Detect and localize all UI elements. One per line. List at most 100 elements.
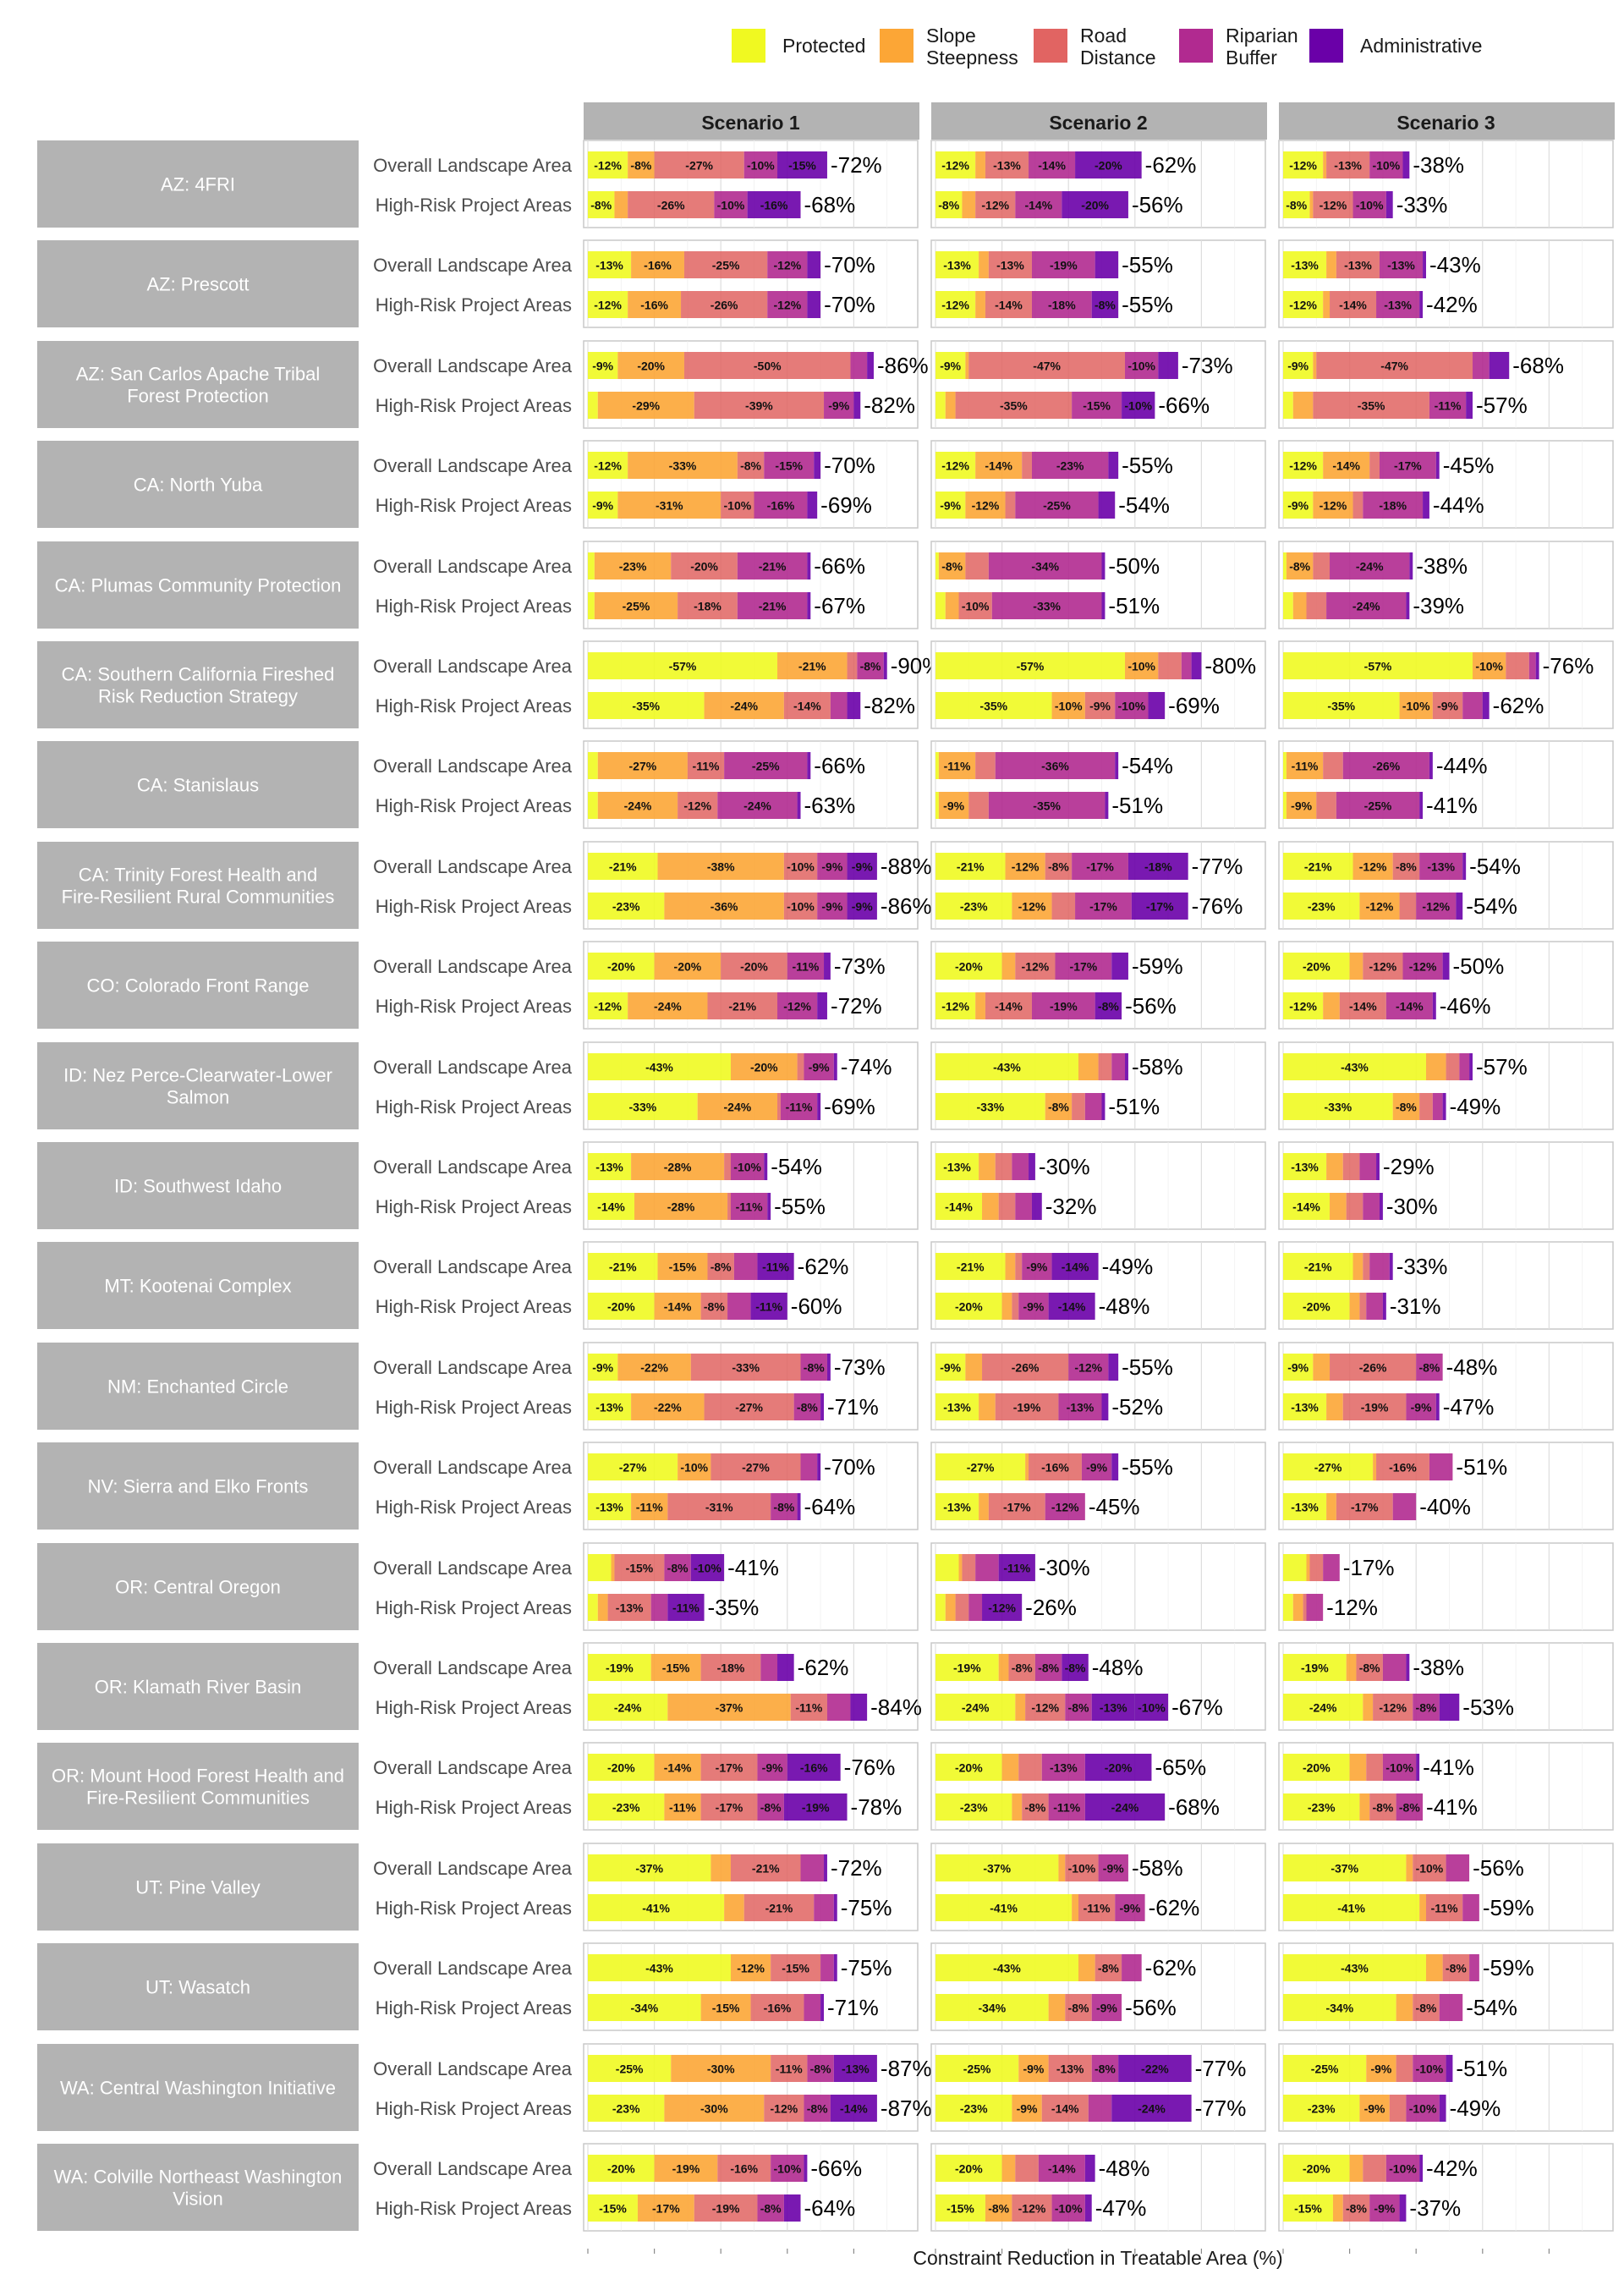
bar-segment (1392, 1093, 1420, 1120)
segment-label: -25% (623, 600, 650, 613)
total-label: -62% (1145, 152, 1197, 178)
bar-segment (1286, 752, 1324, 779)
bar-segment (588, 1053, 731, 1080)
total-label: -55% (1122, 252, 1173, 277)
segment-label: -16% (640, 299, 668, 312)
row-strip-label-line2: Fire-Resilient Communities (86, 1788, 310, 1809)
segment-label: -33% (629, 1101, 657, 1114)
bar-segment (594, 552, 672, 579)
bar-segment (979, 1153, 996, 1180)
segment-label: -8% (1065, 1662, 1086, 1675)
segment-label: -8% (988, 2202, 1009, 2216)
bar-segment (671, 552, 738, 579)
bar-segment (1535, 652, 1539, 679)
bar-segment (588, 1393, 632, 1420)
bar-segment (1349, 953, 1363, 980)
segment-label: -10% (747, 159, 775, 173)
segment-label: -35% (979, 700, 1007, 713)
bar-segment (1072, 853, 1128, 880)
bar-segment (1326, 1493, 1336, 1520)
bar-segment (588, 1954, 731, 1981)
segment-label: -8% (1098, 1962, 1119, 1975)
total-label: -42% (1426, 2156, 1478, 2181)
row-strip-label: NV: Sierra and Elko Fronts (88, 1476, 309, 1497)
bar-segment (797, 1493, 801, 1520)
bar-segment (1406, 2095, 1440, 2122)
total-label: -87% (881, 2056, 932, 2081)
bar-segment (1396, 1793, 1424, 1821)
bar-segment (1462, 692, 1483, 719)
bar-segment (1283, 2055, 1367, 2082)
total-label: -84% (870, 1695, 922, 1720)
segment-label: -13% (1067, 1401, 1095, 1414)
bar-segment (700, 1654, 761, 1681)
segment-label: -9% (592, 360, 613, 373)
y-axis-tick-label: High-Risk Project Areas (376, 1096, 572, 1118)
segment-label: -11% (1292, 760, 1319, 773)
bar-segment (777, 992, 818, 1019)
y-axis-tick-label: High-Risk Project Areas (376, 1397, 572, 1418)
row-strip-label: UT: Wasatch (145, 1977, 250, 1998)
row-strip (37, 741, 359, 828)
bar-segment (1012, 2194, 1052, 2222)
bar-segment (1008, 1654, 1035, 1681)
bar-segment (617, 1354, 691, 1381)
bar-segment (1292, 392, 1314, 419)
segment-label: -10% (1385, 1761, 1413, 1775)
segment-label: -8% (1098, 1000, 1119, 1013)
segment-label: -8% (1012, 1662, 1033, 1675)
segment-label: -21% (798, 660, 826, 673)
segment-label: -57% (669, 660, 697, 673)
segment-label: -34% (1325, 2002, 1353, 2015)
bar-segment (1078, 1894, 1116, 1921)
total-label: -55% (1122, 292, 1173, 317)
bar-segment (1283, 1994, 1396, 2021)
segment-label: -26% (710, 299, 738, 312)
bar-segment (1435, 452, 1440, 479)
row-strip (37, 541, 359, 629)
bar-segment (958, 592, 992, 619)
segment-label: -10% (962, 600, 990, 613)
segment-label: -12% (1359, 860, 1387, 874)
segment-label: -17% (1086, 860, 1114, 874)
segment-label: -15% (946, 2202, 974, 2216)
segment-label: -20% (750, 1061, 778, 1074)
bar-segment (1101, 552, 1106, 579)
segment-label: -20% (955, 1761, 983, 1775)
y-axis-tick-label: Overall Landscape Area (373, 856, 573, 877)
segment-label: -8% (1038, 1662, 1059, 1675)
bar-segment (1313, 191, 1353, 218)
segment-label: -21% (728, 1000, 756, 1013)
segment-label: -34% (978, 2002, 1006, 2015)
total-label: -54% (771, 1154, 822, 1179)
bar-segment (1442, 1954, 1470, 1981)
bar-segment (707, 1253, 734, 1280)
segment-label: -12% (1369, 960, 1397, 974)
bar-segment (771, 2155, 804, 2182)
bar-segment (1283, 2095, 1360, 2122)
total-label: -41% (1426, 1794, 1478, 1820)
bar-segment (767, 251, 808, 278)
segment-label: -10% (1416, 1862, 1444, 1876)
bar-segment (1081, 1453, 1112, 1480)
segment-label: -37% (635, 1862, 663, 1876)
bar-segment (938, 552, 966, 579)
segment-label: -26% (1012, 1361, 1040, 1375)
bar-segment (1012, 893, 1052, 920)
bar-segment (1349, 2155, 1363, 2182)
bar-segment (1048, 1293, 1095, 1320)
bar-segment (588, 1854, 711, 1881)
bar-segment (588, 352, 618, 379)
bar-segment (588, 1754, 655, 1781)
segment-label: -14% (1349, 1000, 1377, 1013)
bar-segment (690, 1554, 725, 1581)
y-axis-tick-label: High-Risk Project Areas (376, 1898, 572, 1919)
segment-label: -34% (1031, 560, 1059, 574)
total-label: -68% (804, 192, 856, 217)
segment-label: -12% (1018, 2202, 1046, 2216)
y-axis-tick-label: High-Risk Project Areas (376, 495, 572, 516)
total-label: -82% (864, 693, 915, 718)
bar-segment (935, 1253, 1006, 1280)
bar-segment (1313, 352, 1317, 379)
